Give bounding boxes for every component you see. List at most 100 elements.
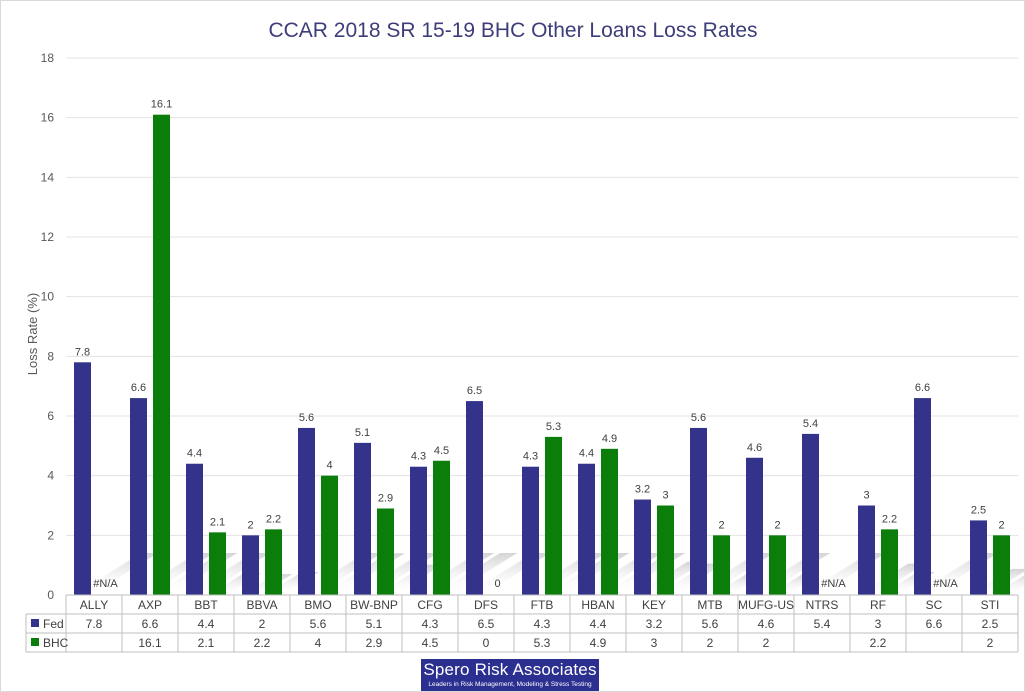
- data-label: 2: [998, 519, 1004, 531]
- bars: [74, 114, 1010, 595]
- table-value: 5.4: [814, 617, 831, 631]
- bhc-bar: [545, 436, 562, 595]
- bhc-bar: [209, 532, 226, 595]
- data-labels: 7.8 #N/A 6.6 16.1 4.4 2.1 2 2.2 5.6 4 5.1 2.9 4.3 4.5…: [75, 99, 1005, 590]
- table-value: 2.9: [366, 636, 383, 650]
- data-label: 4.9: [602, 433, 617, 445]
- table-value: 5.6: [310, 617, 327, 631]
- table-value: 6.6: [142, 617, 159, 631]
- data-label: 3: [863, 490, 869, 502]
- table-value: 4.5: [422, 636, 439, 650]
- table-value: 2.2: [870, 636, 887, 650]
- x-tick-label: BBVA: [246, 598, 277, 612]
- data-label: 2: [247, 519, 253, 531]
- y-tick-label: 14: [41, 170, 55, 184]
- data-label: 5.6: [299, 412, 314, 424]
- fed-bar: [522, 466, 539, 595]
- fed-bar: [690, 427, 707, 595]
- x-tick-label: ALLY: [80, 598, 108, 612]
- legend-label: Fed: [43, 617, 64, 631]
- table-value: 4.3: [534, 617, 551, 631]
- fed-bar: [242, 535, 259, 595]
- data-label: 4.4: [579, 448, 594, 460]
- chart-title: CCAR 2018 SR 15-19 BHC Other Loans Loss …: [268, 19, 757, 42]
- bhc-bar: [657, 505, 674, 595]
- fed-bar: [186, 463, 203, 595]
- gridlines: [66, 57, 1018, 596]
- legend-key-fed: [31, 619, 39, 627]
- table-value: 6.5: [478, 617, 495, 631]
- x-tick-label: STI: [981, 598, 1000, 612]
- table-value: 4.3: [422, 617, 439, 631]
- x-tick-label: HBAN: [581, 598, 614, 612]
- logo-tagline: Leaders in Risk Management, Modeling & S…: [428, 681, 592, 688]
- bhc-bar: [881, 529, 898, 595]
- y-axis-ticks: 0 2 4 6 8 10 12 14 16 18: [41, 51, 55, 602]
- table-value: 4.6: [758, 617, 775, 631]
- data-label: 0: [494, 578, 500, 590]
- x-tick-label: RF: [870, 598, 886, 612]
- fed-bar: [298, 427, 315, 595]
- data-label: 2.2: [882, 513, 897, 525]
- bhc-bar: [993, 535, 1010, 595]
- table-value: 5.6: [702, 617, 719, 631]
- y-tick-label: 16: [41, 111, 55, 125]
- y-tick-label: 10: [41, 290, 55, 304]
- fed-bar: [970, 520, 987, 595]
- x-tick-label: BMO: [304, 598, 331, 612]
- data-label: 6.5: [467, 385, 482, 397]
- table-value: 4.4: [590, 617, 607, 631]
- x-tick-label: NTRS: [806, 598, 839, 612]
- y-tick-label: 12: [41, 230, 55, 244]
- x-tick-label: FTB: [531, 598, 554, 612]
- bhc-bar: [433, 460, 450, 595]
- table-value: 4: [315, 636, 322, 650]
- data-label: 16.1: [151, 99, 172, 111]
- table-value: 0: [483, 636, 490, 650]
- data-label: 2.2: [266, 513, 281, 525]
- data-label: 2: [718, 519, 724, 531]
- y-axis-label: Loss Rate (%): [25, 293, 40, 375]
- table-value: 3: [875, 617, 882, 631]
- data-label: 4.5: [434, 445, 449, 457]
- bhc-bar: [265, 529, 282, 595]
- x-tick-label: KEY: [642, 598, 666, 612]
- data-label: 4: [326, 460, 332, 472]
- fed-bar: [466, 401, 483, 595]
- data-label: #N/A: [93, 578, 118, 590]
- data-label: 2.5: [971, 504, 986, 516]
- table-value: 2.2: [254, 636, 271, 650]
- fed-bar: [634, 499, 651, 595]
- data-label: 7.8: [75, 346, 90, 358]
- table-value: 16.1: [138, 636, 162, 650]
- table-value: 5.1: [366, 617, 383, 631]
- data-label: 4.4: [187, 448, 202, 460]
- x-tick-label: DFS: [474, 598, 498, 612]
- x-tick-label: MUFG-US: [738, 598, 794, 612]
- data-label: 4.6: [747, 442, 762, 454]
- x-tick-label: CFG: [417, 598, 442, 612]
- data-label: 4.3: [411, 451, 426, 463]
- data-label: 2.9: [378, 492, 393, 504]
- bhc-bar: [377, 508, 394, 595]
- x-tick-label: MTB: [697, 598, 722, 612]
- fed-bar: [802, 433, 819, 595]
- spero-logo: Spero Risk Associates Leaders in Risk Ma…: [421, 659, 599, 691]
- data-label: 3: [662, 490, 668, 502]
- bhc-bar: [321, 475, 338, 595]
- bhc-bar: [153, 114, 170, 595]
- table-value: 2: [259, 617, 266, 631]
- logo-name: Spero Risk Associates: [423, 660, 597, 679]
- data-label: 6.6: [131, 382, 146, 394]
- x-tick-label: BBT: [194, 598, 218, 612]
- y-tick-label: 0: [47, 588, 54, 602]
- data-label: 6.6: [915, 382, 930, 394]
- fed-bar: [578, 463, 595, 595]
- y-tick-label: 18: [41, 51, 55, 65]
- x-tick-label: BW-BNP: [350, 598, 398, 612]
- bhc-bar: [713, 535, 730, 595]
- table-value: 4.4: [198, 617, 215, 631]
- data-label: 5.4: [803, 418, 818, 430]
- data-label: 5.1: [355, 427, 370, 439]
